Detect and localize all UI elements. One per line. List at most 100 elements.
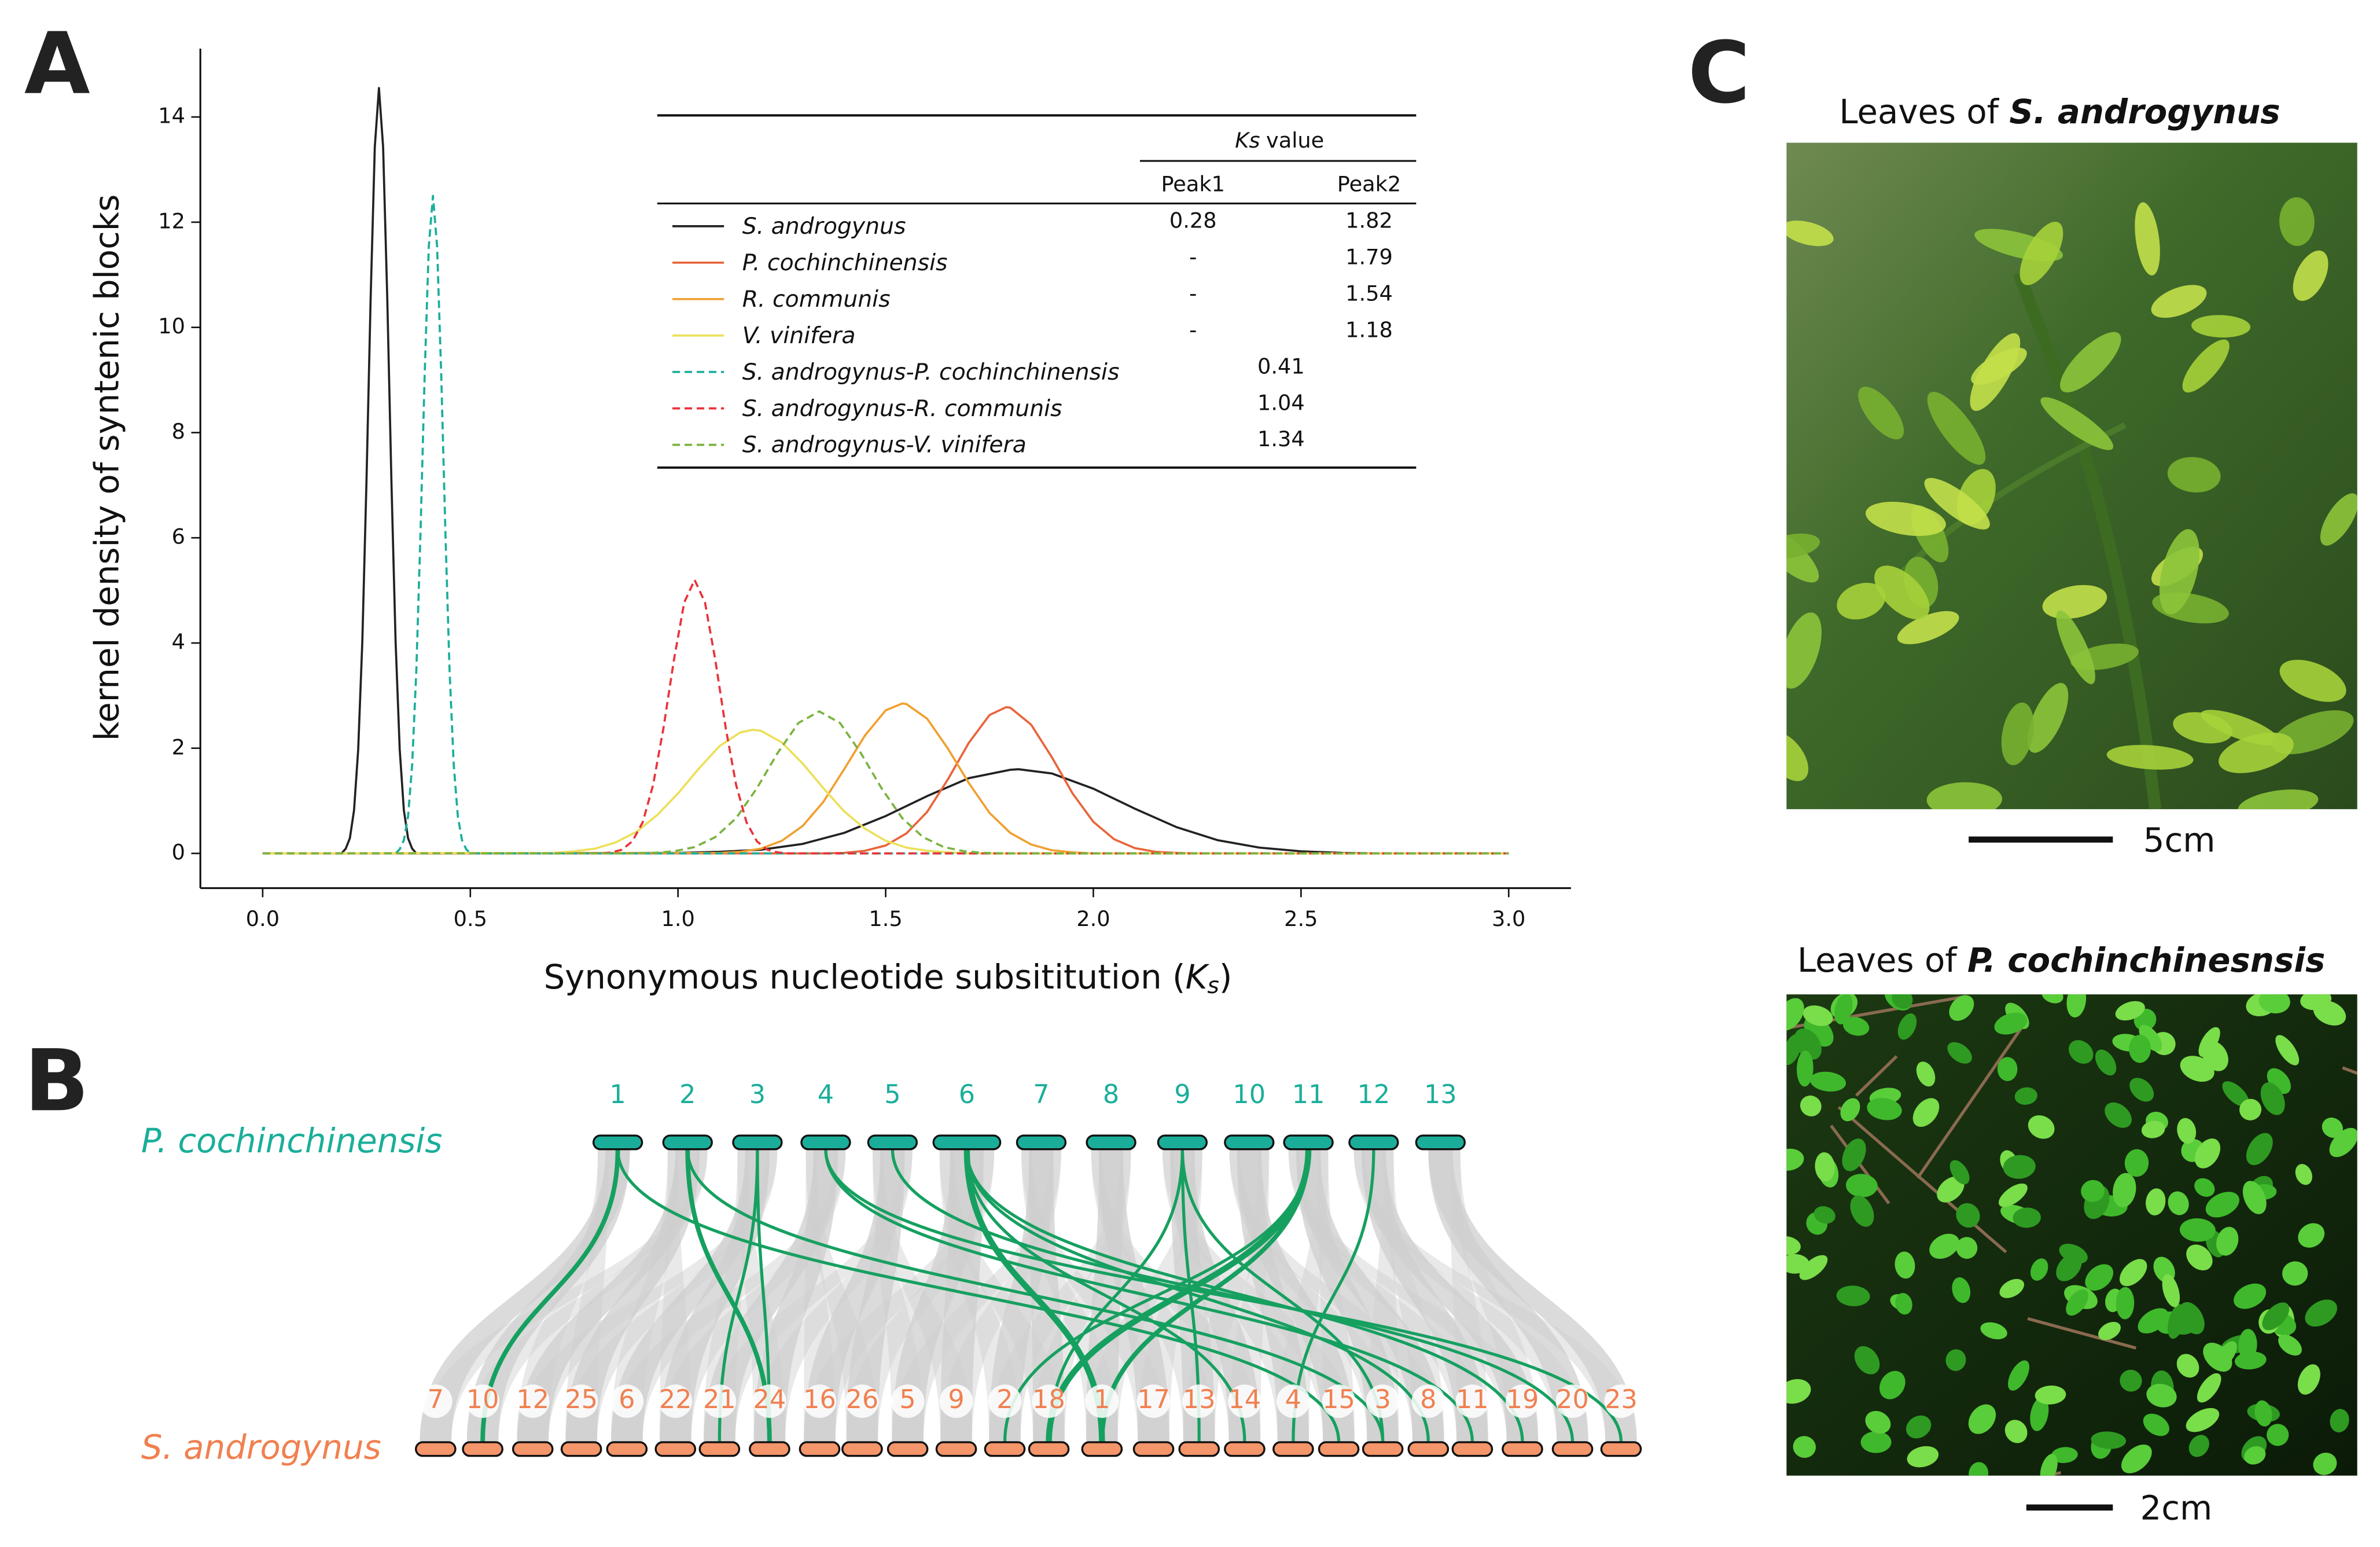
leaf <box>1842 1016 1870 1036</box>
species-label: S. androgynus <box>141 1428 381 1467</box>
chromosome-label: 10 <box>466 1384 499 1414</box>
chromosome-label: 23 <box>1605 1384 1638 1414</box>
ribbon <box>940 1149 984 1442</box>
x-label-part: K <box>1186 957 1210 997</box>
chromosome <box>749 1441 790 1457</box>
leaf <box>2091 1431 2127 1449</box>
chromosome <box>1224 1441 1266 1457</box>
chromosome <box>1178 1441 1220 1457</box>
chromosome <box>1224 1134 1275 1151</box>
leaf <box>2246 1133 2273 1166</box>
ribbon <box>1353 1149 1637 1442</box>
legend-label: P. cochinchinensis <box>742 249 948 276</box>
synteny-link <box>824 1149 1474 1442</box>
chromosome-label: 21 <box>703 1384 736 1414</box>
leaf <box>2322 1118 2343 1138</box>
leaf <box>1800 1095 1822 1116</box>
twig <box>1916 1023 2026 1179</box>
leaf <box>2194 1178 2215 1197</box>
label-bg <box>803 1384 837 1419</box>
leaf <box>1786 221 1834 247</box>
leaf <box>1912 1098 1940 1127</box>
leaf <box>2004 1420 2028 1443</box>
photo <box>1786 994 2357 1476</box>
leaf <box>1927 392 1986 465</box>
x-tick-label: 1.0 <box>661 906 694 931</box>
y-tick-label: 14 <box>158 104 185 128</box>
table-header: Ks value <box>1235 127 1324 152</box>
chromosome <box>1086 1134 1136 1151</box>
table-cell: - <box>1189 281 1197 306</box>
leaf <box>2001 702 2034 766</box>
ribbon <box>611 1149 770 1442</box>
chromosome <box>592 1134 643 1151</box>
leaf <box>2262 1302 2290 1331</box>
leaf <box>2051 1447 2078 1463</box>
leaf <box>1786 1236 1801 1255</box>
chromosome <box>1283 1134 1334 1151</box>
leaf <box>1840 1098 1860 1122</box>
ribbon <box>846 1149 905 1442</box>
header-part: value <box>1266 127 1324 152</box>
panel-letter: A <box>24 14 90 113</box>
leaf <box>1815 1152 1835 1182</box>
leaf <box>2056 610 2095 685</box>
leaf <box>2167 457 2221 493</box>
leaf <box>1809 1071 1846 1092</box>
leaf <box>2186 1244 2213 1271</box>
ribbon <box>846 1149 995 1442</box>
leaf <box>2254 1400 2272 1427</box>
chromosome <box>1407 1441 1450 1457</box>
chromosome-label: 1 <box>1094 1384 1110 1414</box>
leaf <box>2041 994 2063 1004</box>
leaf <box>1836 1285 1870 1306</box>
chromosome <box>1362 1441 1404 1457</box>
label-bg <box>1085 1384 1119 1419</box>
x-tick-label: 2.5 <box>1284 906 1318 931</box>
y-tick-label: 6 <box>172 524 185 549</box>
leaf <box>2119 1259 2147 1287</box>
leaf <box>2098 1322 2121 1340</box>
chromosome <box>1451 1441 1494 1457</box>
leaf <box>2030 1397 2049 1431</box>
ribbon <box>1033 1149 1131 1442</box>
twig <box>2039 1471 2061 1476</box>
table-cell: - <box>1189 244 1197 269</box>
chromosome <box>654 1441 697 1457</box>
leaf <box>1837 583 1886 620</box>
leaf <box>1879 1370 1906 1399</box>
title-part: Leaves of <box>1797 940 1958 980</box>
chromosome-label: 3 <box>749 1079 766 1109</box>
chromosome-label: 6 <box>619 1384 635 1414</box>
ribbon <box>753 1149 913 1442</box>
ribbon <box>704 1149 838 1442</box>
x-tick-label: 2.0 <box>1076 906 1110 931</box>
leaf <box>1897 611 1959 645</box>
leaf <box>1949 995 1974 1021</box>
table-cell: 0.41 <box>1257 354 1305 379</box>
label-bg <box>466 1384 499 1419</box>
table-column: Peak1 <box>1161 172 1225 197</box>
leaf <box>2059 1244 2088 1264</box>
chromosome <box>732 1134 783 1151</box>
leaf <box>1854 1346 1880 1375</box>
leaf <box>1803 1005 1833 1026</box>
legend-label: R. communis <box>742 286 891 313</box>
leaf <box>1895 1293 1912 1315</box>
title-part: S. androgynus <box>2009 91 2280 131</box>
leaf <box>2215 1341 2237 1368</box>
leaf <box>1793 1436 1816 1458</box>
leaf <box>2162 1274 2180 1307</box>
leaf <box>2060 332 2121 393</box>
label-bg <box>753 1384 786 1419</box>
ribbon <box>753 1149 838 1442</box>
leaf <box>2179 1218 2216 1242</box>
photo-content <box>1786 197 2357 810</box>
synteny-link <box>965 1149 1246 1442</box>
leaf <box>1999 1278 2025 1298</box>
leaf <box>2030 1258 2048 1281</box>
series-line <box>262 710 1509 855</box>
leaf <box>1799 1255 1828 1280</box>
label-bg <box>891 1384 925 1419</box>
series-line <box>262 706 1509 855</box>
